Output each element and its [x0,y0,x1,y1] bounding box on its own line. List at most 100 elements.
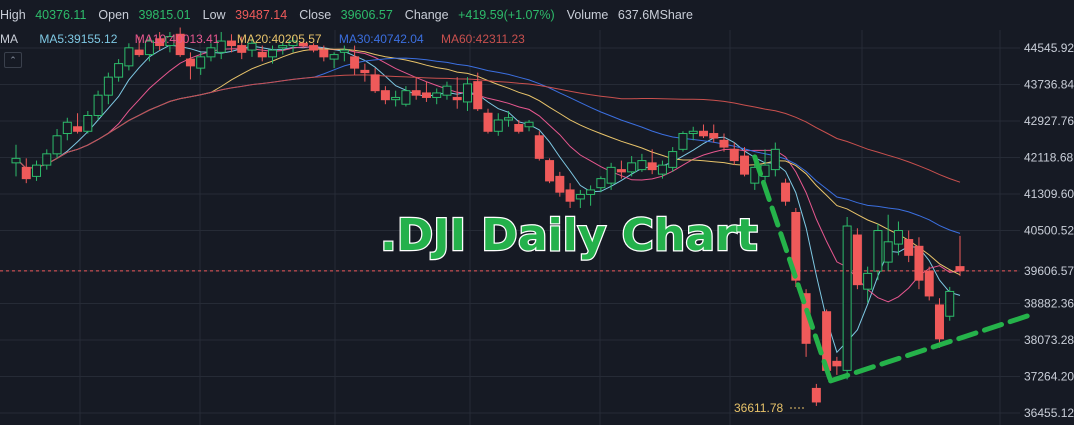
candle-body [832,360,842,367]
candle [196,52,206,75]
candle-body [391,96,401,101]
close-field: Close 39606.57 [299,8,393,22]
candle-body [370,74,380,92]
candle-body [114,63,124,78]
candle [206,43,216,62]
candle [504,110,514,127]
candle [647,149,657,175]
candle-body [196,56,206,69]
candle-body [504,117,514,121]
candle [442,81,452,100]
ma-legend[interactable]: MA MA5:39155.12 MA10:40013.41 MA20:40205… [0,30,539,48]
candle-body [11,157,21,164]
candle [32,160,42,181]
candle [411,77,421,100]
candle [934,298,944,348]
candle [493,113,503,136]
candle [350,45,360,75]
candle [483,108,493,134]
ma60-legend: MA60:42311.23 [440,32,525,46]
candle-body [134,49,144,56]
candle [309,43,319,53]
candle-body [863,272,873,290]
candle [781,178,791,206]
candle-body [483,112,493,132]
candle [360,63,370,82]
candle-body [606,166,616,184]
candle [93,90,103,120]
candle-body [873,230,883,272]
candle-body [781,182,791,202]
candle [144,36,154,62]
candle [955,235,965,277]
ma60-line [15,74,961,183]
candle-body [442,85,452,96]
low-field: Low 39487.14 [202,8,288,22]
candle-body [688,130,698,135]
candle-body [411,90,421,96]
candle-body [493,119,503,132]
candle-body [32,164,42,177]
candle [83,110,93,134]
candle-body [175,33,185,56]
price-tick-label: 44545.92 [1024,41,1074,55]
candle [873,223,883,281]
candle [432,88,442,105]
moving-average-lines [15,44,961,354]
candle [883,214,893,272]
candle-body [216,40,226,53]
candle-body [155,38,165,47]
candle [401,86,411,107]
candle-body [247,42,257,51]
candle [534,131,544,161]
candle [391,90,401,107]
candle-body [360,69,370,74]
candle [924,266,934,301]
candle-body [237,45,247,53]
candle-body [21,166,31,180]
candle-body [524,121,534,128]
candle-body [288,40,298,47]
candle-body [698,130,708,137]
ma30-legend: MA30:40742.04 [338,32,424,46]
candle [740,147,750,177]
candle-body [257,51,267,58]
candle [216,32,226,60]
candle-body [144,40,154,56]
candle-body [586,189,596,195]
candle [247,38,257,57]
candle [319,45,329,62]
candle [514,119,524,134]
candle [596,176,606,193]
candle [175,27,185,57]
candle-body [811,387,821,403]
candle-body [924,270,934,297]
ma10-legend: MA10:40013.41 [134,32,220,46]
candle [914,237,924,290]
candle [185,52,195,80]
chart-title-overlay: .DJI Daily Chart [380,210,758,261]
candle-body [657,164,667,175]
collapse-legend-button[interactable]: ⌃ [4,52,22,68]
price-tick-label: 41309.60 [1024,187,1074,201]
candle-body [62,121,72,135]
price-tick-label: 42927.76 [1024,114,1074,128]
ma20-legend: MA20:40205.57 [236,32,322,46]
candle [586,185,596,206]
candle-body [350,56,360,69]
candle-body [678,133,688,150]
candle-body [534,135,544,159]
candle-body [616,169,626,173]
candle-body [914,245,924,281]
candle-body [596,178,606,189]
candle-body [380,90,390,101]
candle [863,266,873,303]
ma5-legend: MA5:39155.12 [39,32,118,46]
candle-body [319,49,329,58]
candle [452,77,462,109]
candle [945,286,955,321]
price-tick-label: 37264.20 [1024,370,1074,384]
quote-header: High 40376.11 Open 39815.01 Low 39487.14 Cl… [0,0,1074,30]
candle-body [93,94,103,116]
